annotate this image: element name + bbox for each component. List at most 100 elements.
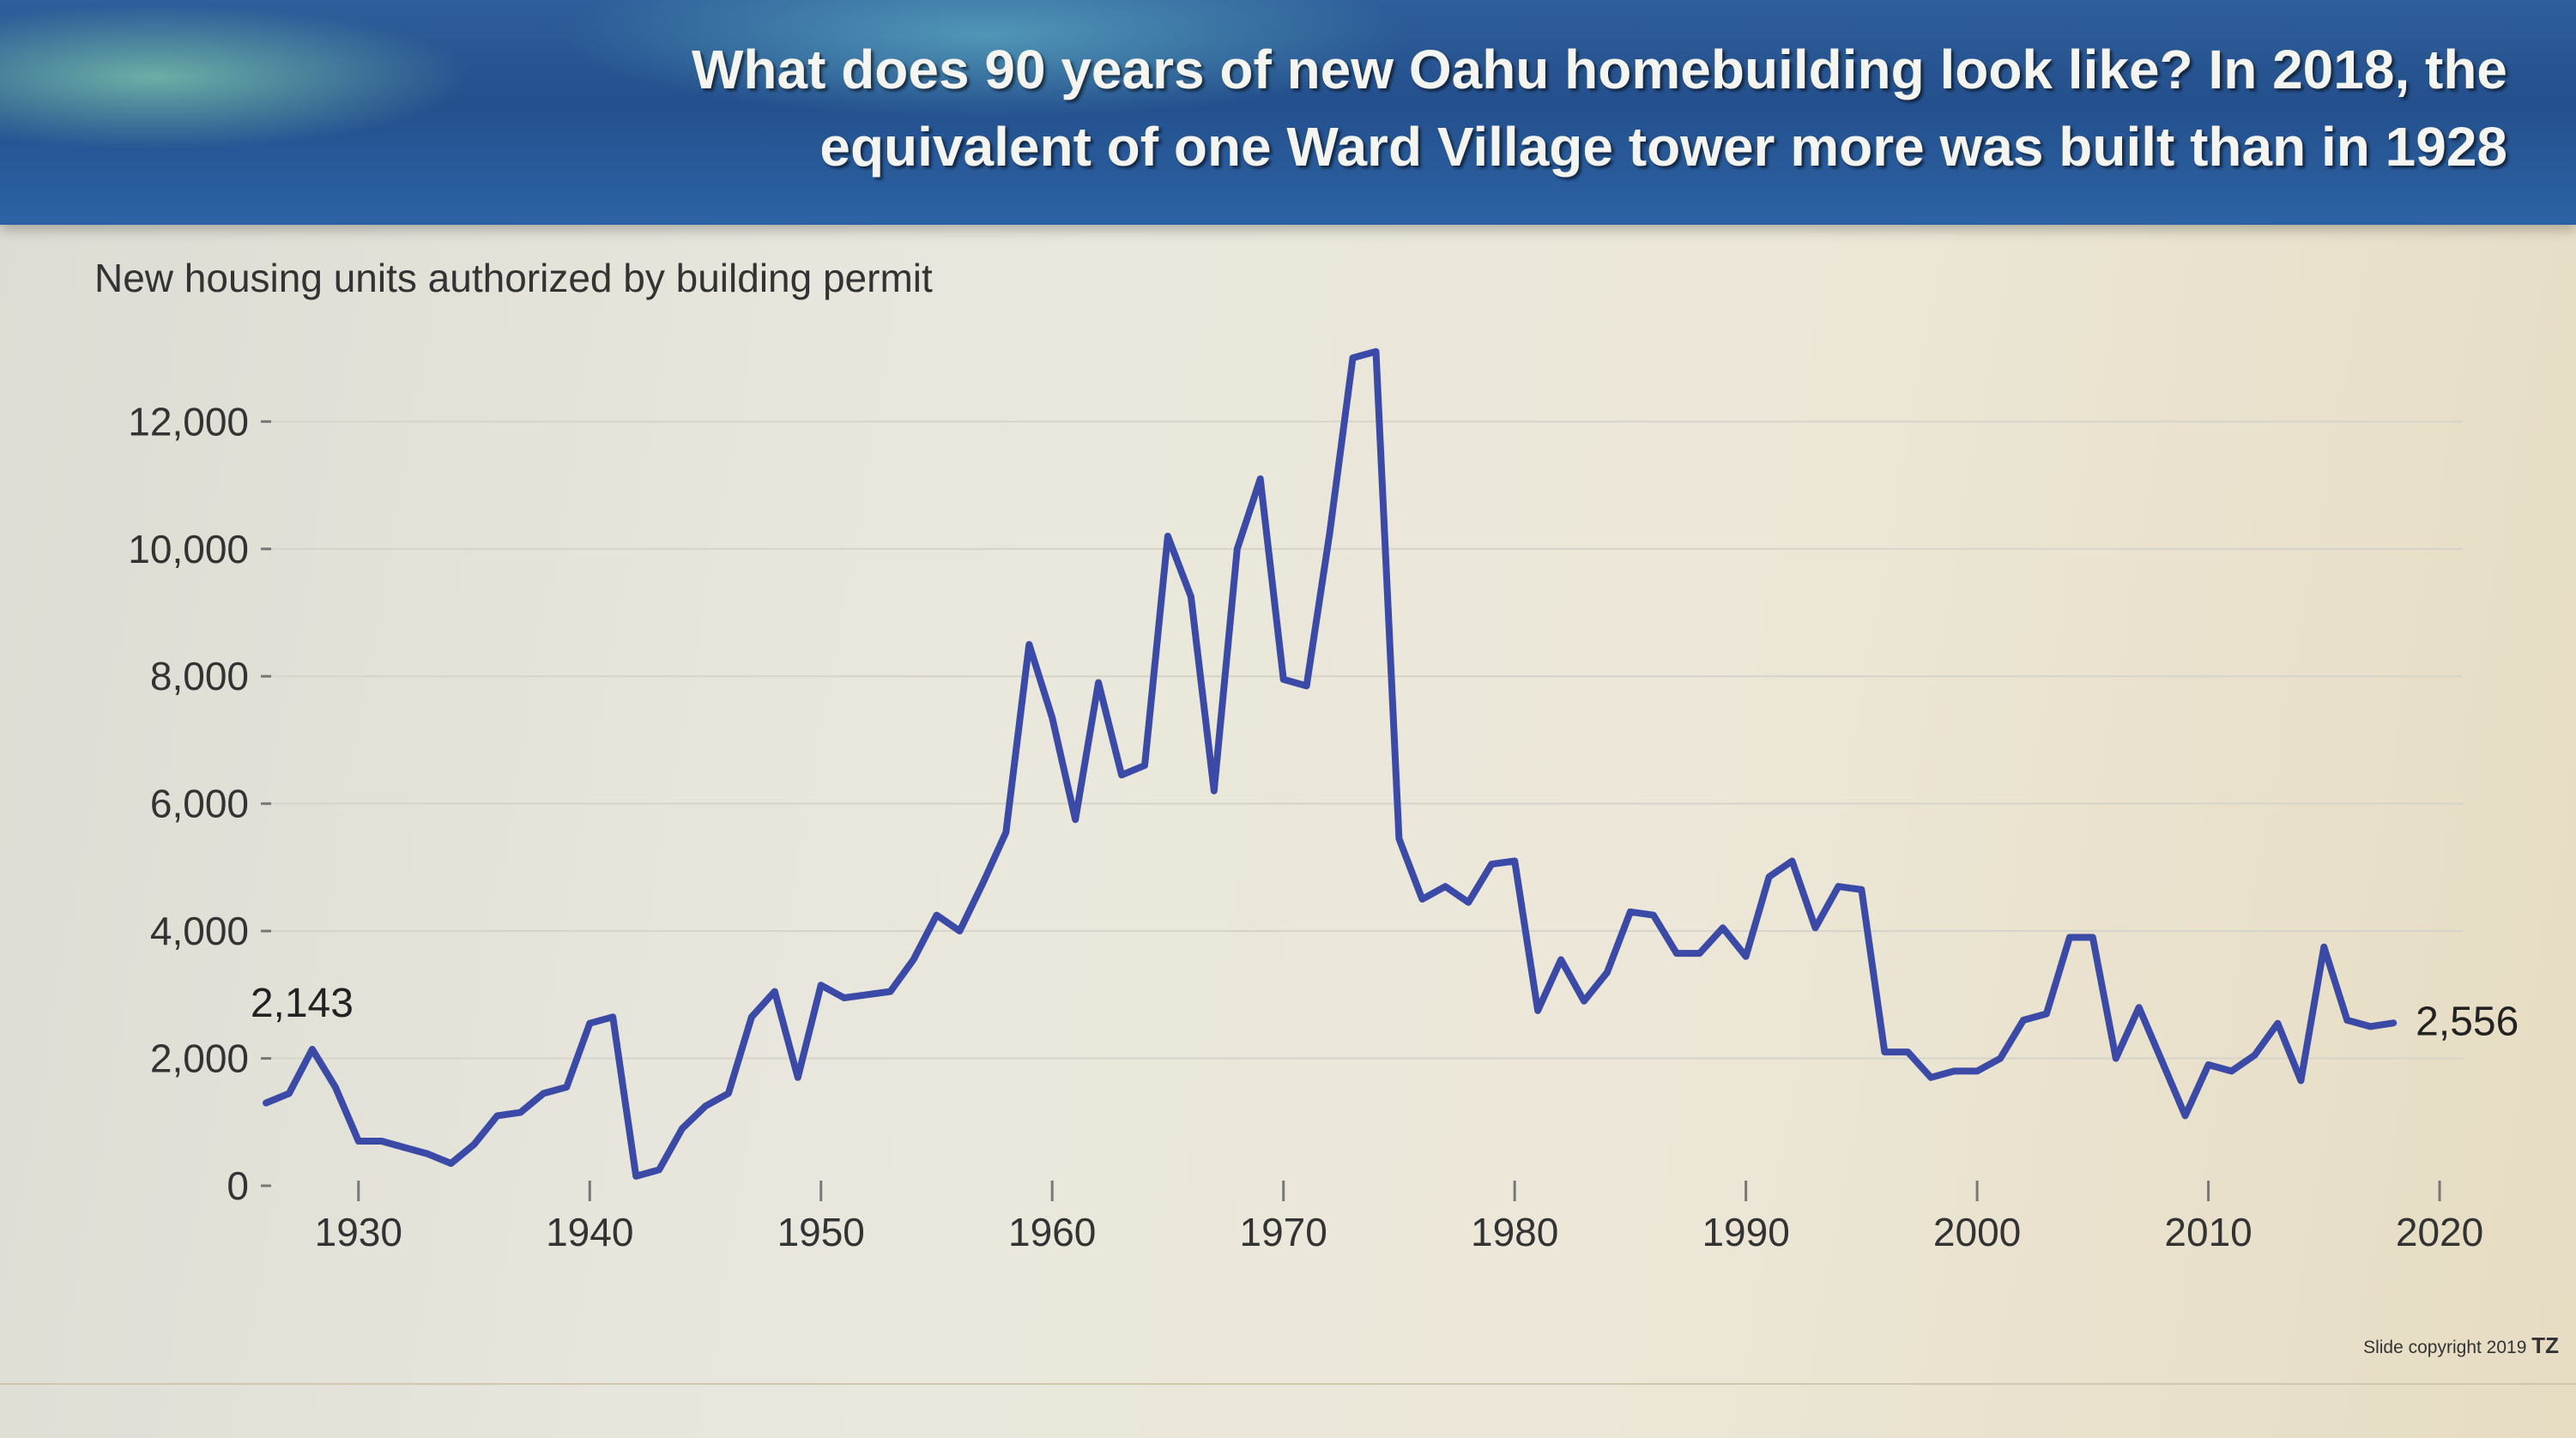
x-tick-label-1950: 1950 <box>777 1210 865 1254</box>
footer-rule <box>0 1383 2576 1385</box>
data-point-1962 <box>1095 680 1102 686</box>
data-point-2010 <box>2205 1061 2212 1068</box>
data-point-1966 <box>1188 593 1194 600</box>
data-point-1970 <box>1280 676 1287 683</box>
data-point-2015 <box>2320 944 2327 951</box>
x-tick-label-1960: 1960 <box>1008 1210 1096 1254</box>
data-point-1944 <box>679 1125 686 1132</box>
data-point-1955 <box>933 912 940 919</box>
data-point-1996 <box>1881 1048 1888 1055</box>
data-point-1985 <box>1627 909 1634 915</box>
data-point-1968 <box>1234 546 1241 553</box>
data-point-1939 <box>563 1084 570 1091</box>
data-point-1963 <box>1118 771 1125 778</box>
data-point-1988 <box>1696 950 1703 957</box>
x-axis: 1930 1940 1950 1960 1970 1980 1990 2000 2010 2020 <box>315 1181 2483 1254</box>
data-point-1994 <box>1835 883 1841 890</box>
data-point-2011 <box>2228 1067 2235 1074</box>
data-point-1946 <box>725 1090 732 1097</box>
x-tick-label-2020: 2020 <box>2396 1210 2483 1254</box>
data-point-1976 <box>1418 896 1425 903</box>
data-point-1972 <box>1327 529 1333 536</box>
data-point-2007 <box>2136 1004 2143 1011</box>
data-point-1960 <box>1049 714 1055 721</box>
data-point-1977 <box>1442 883 1448 890</box>
data-point-1934 <box>448 1160 455 1167</box>
data-point-1942 <box>632 1173 639 1180</box>
data-point-1987 <box>1673 950 1680 957</box>
data-point-1958 <box>1002 829 1009 836</box>
data-point-1926 <box>263 1100 269 1107</box>
data-point-1965 <box>1164 533 1171 540</box>
x-tick-label-1990: 1990 <box>1702 1210 1789 1254</box>
y-axis: 0 2,000 4,000 6,000 8,000 10,000 12,000 <box>128 399 271 1208</box>
data-point-2008 <box>2159 1058 2166 1065</box>
data-point-1949 <box>795 1074 801 1081</box>
data-point-1993 <box>1811 924 1818 931</box>
data-point-1969 <box>1257 475 1264 482</box>
data-point-1986 <box>1650 912 1657 919</box>
data-point-1936 <box>493 1112 500 1119</box>
gridlines <box>266 420 2463 1060</box>
data-point-1933 <box>425 1151 432 1157</box>
data-point-1984 <box>1604 969 1611 976</box>
annotation-1928: 2,143 <box>251 981 354 1026</box>
data-point-1930 <box>355 1138 362 1145</box>
annotation-2018: 2,556 <box>2416 999 2519 1044</box>
data-point-1983 <box>1581 998 1587 1005</box>
annotations: 2,143 2,556 <box>251 981 2519 1044</box>
data-point-1997 <box>1904 1048 1911 1055</box>
series-line <box>263 347 2398 1180</box>
data-point-1929 <box>332 1084 339 1091</box>
data-point-1941 <box>609 1013 616 1020</box>
data-point-1951 <box>841 994 848 1001</box>
y-tick-label-2000: 2,000 <box>150 1036 249 1081</box>
y-tick-label-12000: 12,000 <box>128 399 249 444</box>
x-tick-label-2000: 2000 <box>1933 1210 2021 1254</box>
data-point-1967 <box>1211 788 1218 795</box>
data-point-1932 <box>402 1144 408 1151</box>
data-point-1961 <box>1072 816 1079 823</box>
x-tick-label-1980: 1980 <box>1471 1210 1558 1254</box>
data-points <box>263 348 2397 1180</box>
data-point-1954 <box>910 957 917 964</box>
data-point-1992 <box>1789 857 1796 864</box>
y-axis-label: New housing units authorized by building… <box>94 256 933 300</box>
data-point-1973 <box>1350 354 1357 361</box>
data-point-2000 <box>1974 1067 1980 1074</box>
data-point-2004 <box>2066 934 2073 941</box>
data-point-1947 <box>748 1013 755 1020</box>
data-point-1959 <box>1025 641 1032 648</box>
y-tick-label-10000: 10,000 <box>128 527 249 571</box>
data-point-1975 <box>1395 835 1402 842</box>
y-tick-label-4000: 4,000 <box>150 909 249 953</box>
data-point-2016 <box>2343 1017 2350 1024</box>
data-point-2002 <box>2020 1017 2027 1024</box>
logo-text: TZ <box>2531 1332 2559 1358</box>
data-point-2017 <box>2367 1023 2373 1030</box>
data-point-1991 <box>1766 873 1773 880</box>
x-tick-label-2010: 2010 <box>2164 1210 2252 1254</box>
data-point-2001 <box>1997 1055 2004 1062</box>
data-point-1931 <box>378 1138 385 1145</box>
data-point-2013 <box>2274 1020 2281 1027</box>
data-point-1964 <box>1141 762 1148 769</box>
data-point-1978 <box>1465 899 1472 906</box>
page-title-line-1: What does 90 years of new Oahu homebuild… <box>692 39 2507 100</box>
data-point-1956 <box>956 927 963 934</box>
data-point-1980 <box>1511 857 1518 864</box>
data-point-2005 <box>2089 934 2096 941</box>
y-tick-label-6000: 6,000 <box>150 782 249 826</box>
x-tick-label-1940: 1940 <box>546 1210 633 1254</box>
page-title: What does 90 years of new Oahu homebuild… <box>190 31 2507 185</box>
data-point-1999 <box>1950 1067 1957 1074</box>
data-point-1974 <box>1372 348 1379 355</box>
data-point-1937 <box>517 1109 523 1116</box>
housing-units-line-chart: New housing units authorized by building… <box>94 256 2519 1254</box>
data-point-1952 <box>864 991 871 998</box>
copyright-text: Slide copyright 2019 <box>2363 1338 2527 1357</box>
data-point-1971 <box>1303 682 1310 689</box>
data-point-2006 <box>2113 1055 2119 1062</box>
data-point-2018 <box>2390 1019 2397 1026</box>
data-point-1950 <box>818 982 825 988</box>
